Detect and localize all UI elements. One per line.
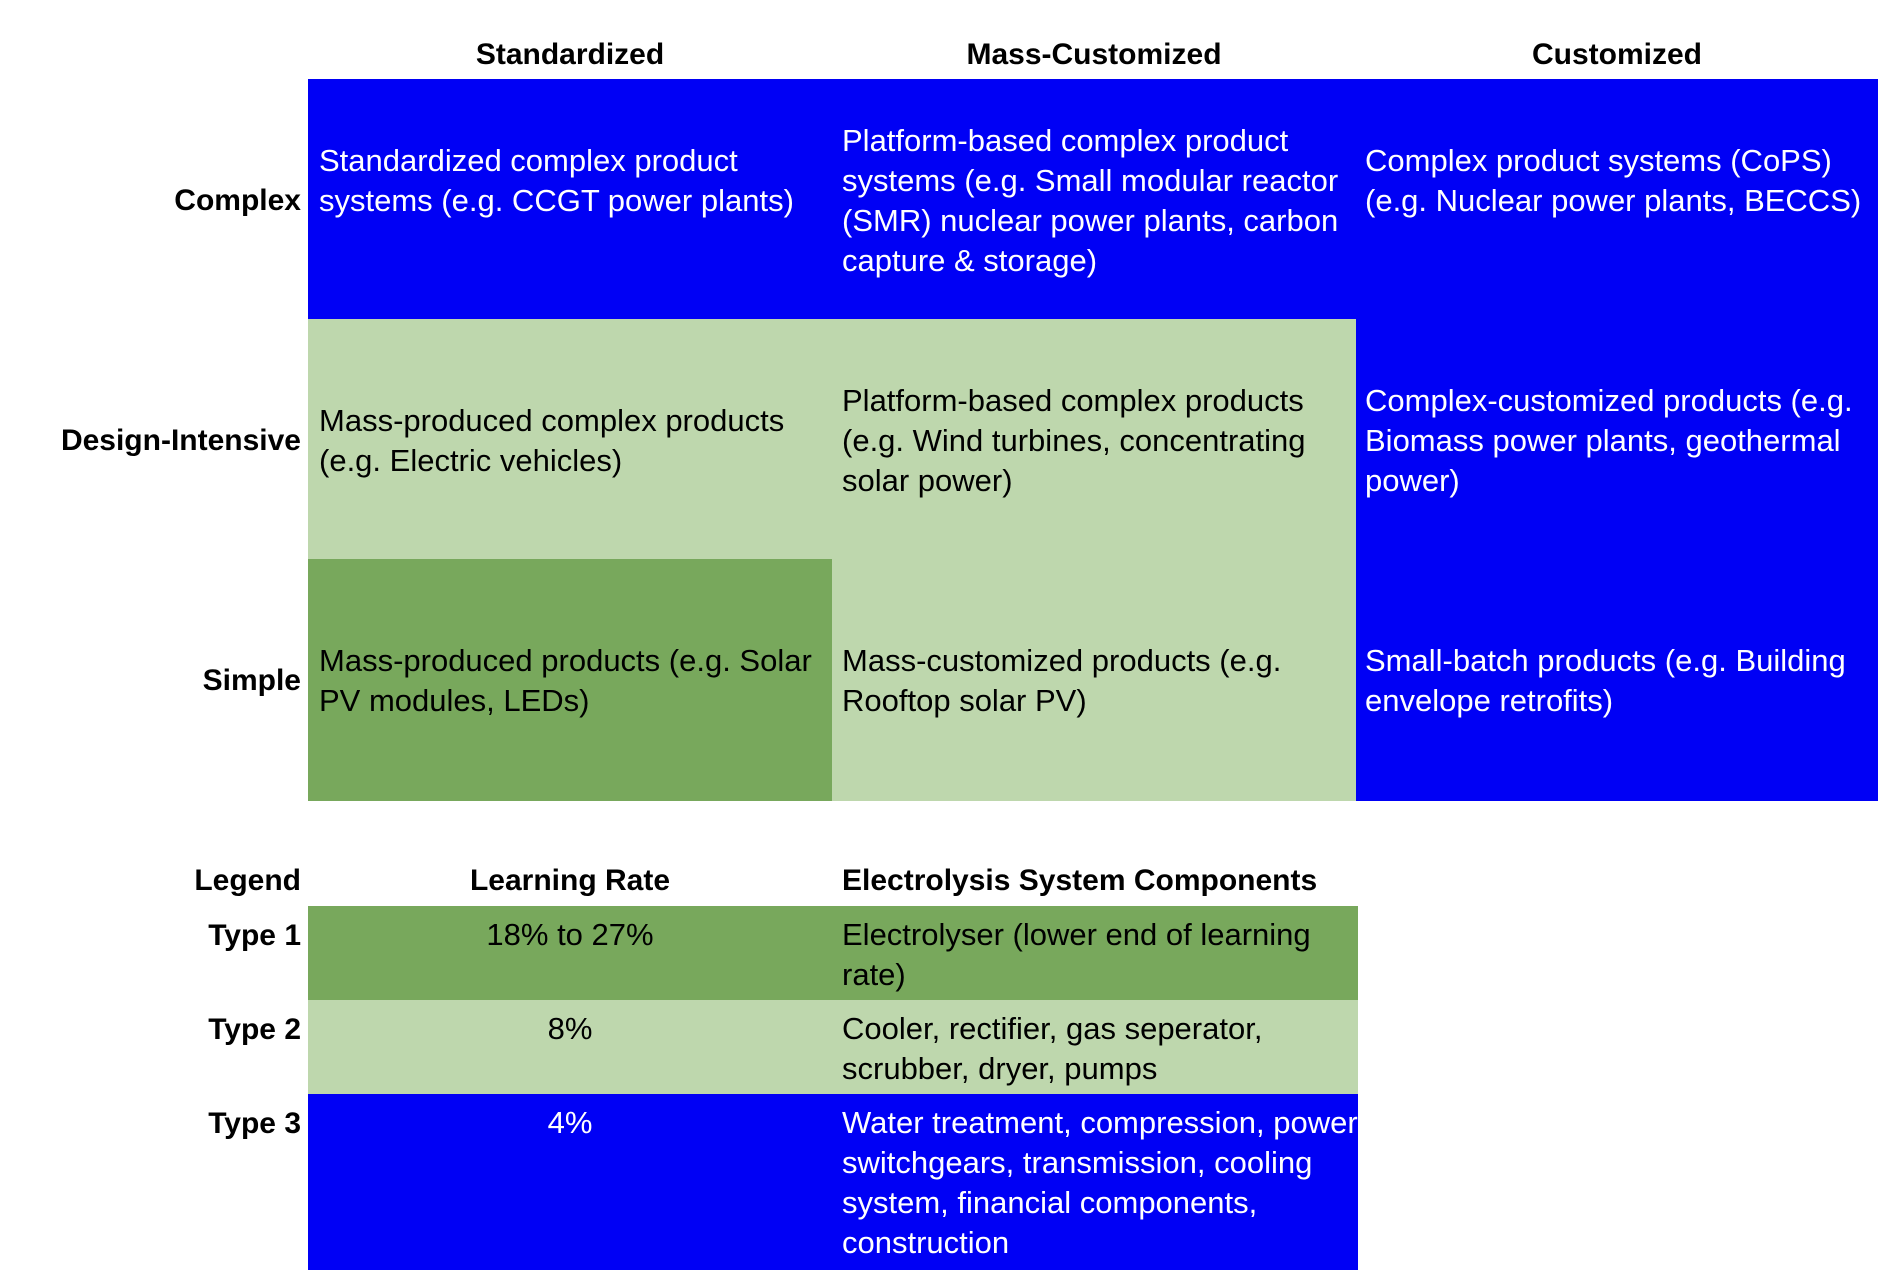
- cell-text-complex-mass-customized: Platform-based complex product systems (…: [832, 121, 1356, 281]
- legend-type-3-components: Water treatment, compression, power swit…: [842, 1103, 1358, 1263]
- row-header-complex: Complex: [0, 182, 301, 220]
- cell-text-complex-standardized: Standardized complex product systems (e.…: [309, 141, 832, 221]
- legend-type-2-components: Cooler, rectifier, gas seperator, scrubb…: [842, 1009, 1352, 1089]
- cell-text-design-customized: Complex-customized products (e.g. Biomas…: [1355, 381, 1878, 501]
- legend-type-1-label: Type 1: [0, 917, 301, 955]
- legend-title: Legend: [0, 862, 301, 900]
- cell-text-simple-mass-customized: Mass-customized products (e.g. Rooftop s…: [832, 641, 1356, 721]
- legend-type-1-components: Electrolyser (lower end of learning rate…: [842, 915, 1352, 995]
- column-header-mass-customized: Mass-Customized: [832, 36, 1356, 74]
- legend-type-2-label: Type 2: [0, 1011, 301, 1049]
- legend-type-3-label: Type 3: [0, 1105, 301, 1143]
- column-header-standardized: Standardized: [308, 36, 832, 74]
- row-header-design-intensive: Design-Intensive: [0, 422, 301, 460]
- legend-components-header: Electrolysis System Components: [842, 862, 1382, 900]
- legend-type-2-rate: 8%: [308, 1009, 832, 1049]
- column-header-customized: Customized: [1356, 36, 1878, 74]
- cell-text-design-standardized: Mass-produced complex products (e.g. Ele…: [309, 401, 832, 481]
- cell-text-design-mass-customized: Platform-based complex products (e.g. Wi…: [832, 381, 1356, 501]
- cell-text-simple-customized: Small-batch products (e.g. Building enve…: [1355, 641, 1878, 721]
- legend-type-1-rate: 18% to 27%: [308, 915, 832, 955]
- row-header-simple: Simple: [0, 662, 301, 700]
- legend-learning-rate-header: Learning Rate: [308, 862, 832, 900]
- cell-text-simple-standardized: Mass-produced products (e.g. Solar PV mo…: [309, 641, 832, 721]
- legend-type-3-rate: 4%: [308, 1103, 832, 1143]
- cell-text-complex-customized: Complex product systems (CoPS) (e.g. Nuc…: [1355, 141, 1878, 221]
